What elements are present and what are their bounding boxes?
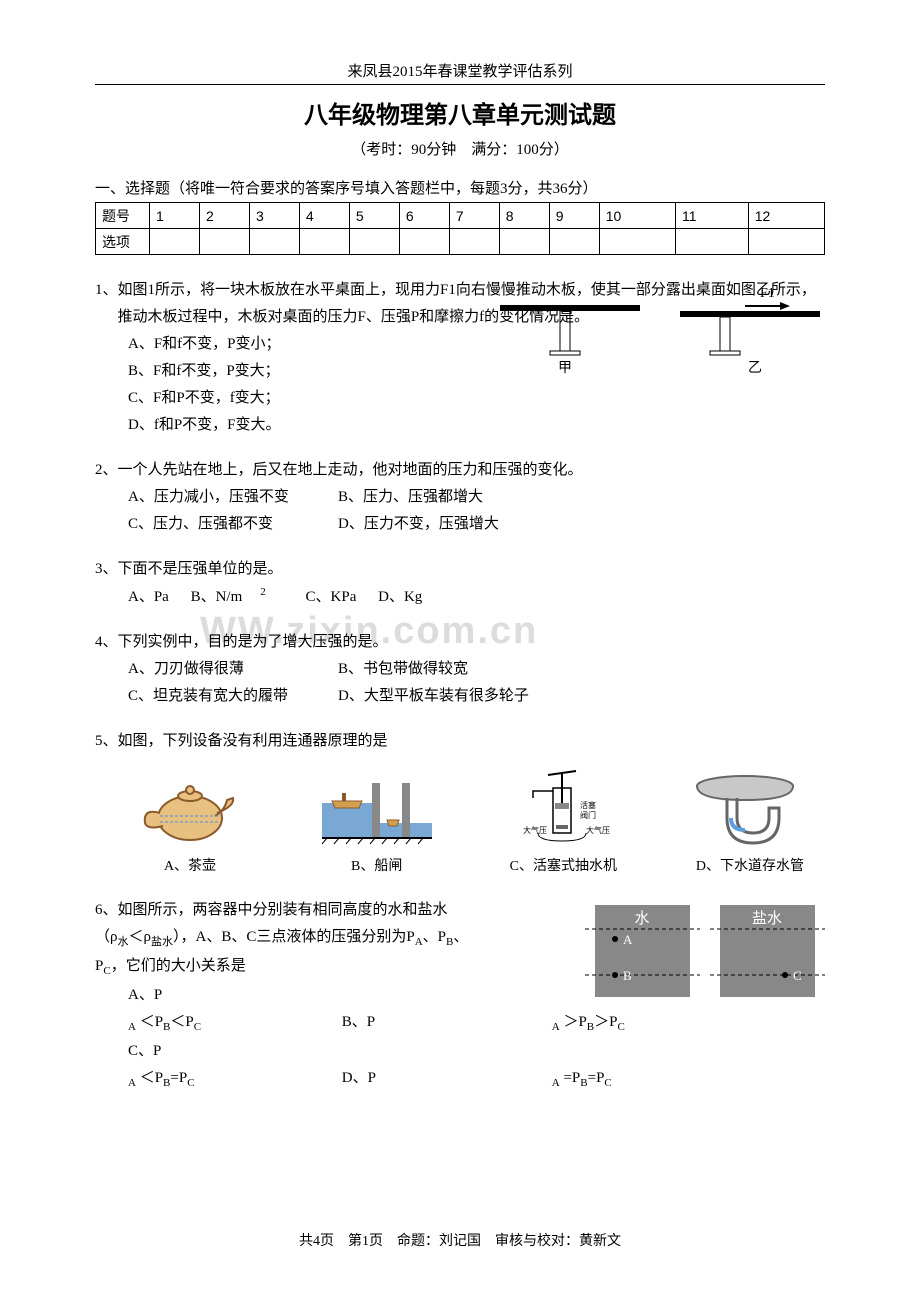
th-cell: 8 [499,203,549,229]
td-cell [748,229,824,255]
q5-label-d: D、下水道存水管 [675,854,825,879]
svg-text:B: B [623,968,632,983]
q5-figures: A、茶壶 [115,763,825,879]
th-cell: 5 [349,203,399,229]
q3-opt-c: C、KPa [306,584,357,611]
td-cell [499,229,549,255]
header-rule [95,84,825,85]
q3-opt-a: A、Pa [128,584,169,611]
q1-opt-d: D、f和P不变，F变大。 [128,412,825,439]
td-cell [549,229,599,255]
q3-opt-d: D、Kg [378,584,422,611]
td-cell [299,229,349,255]
q3-options: A、Pa B、N/m2 C、KPa D、Kg [128,583,825,611]
fig-label-jia: 甲 [558,361,572,376]
svg-text:C: C [793,968,802,983]
q2-opt-d: D、压力不变，压强增大 [338,516,499,532]
fig6-water: 水 [634,910,649,927]
fig6-salt: 盐水 [752,910,782,927]
question-4: 4、下列实例中，目的是为了增大压强的是。 A、刀刃做得很薄B、书包带做得较宽 C… [95,629,825,710]
q4-opt-b: B、书包带做得较宽 [338,661,468,677]
header-text: 来凤县2015年春课堂教学评估系列 [95,60,825,84]
th-cell: 3 [249,203,299,229]
svg-text:A: A [623,932,633,947]
question-1: 1、如图1所示，将一块木板放在水平桌面上，现用力F1向右慢慢推动木板，使其一部分… [95,277,825,439]
fig-label-yi: 乙 [748,360,762,376]
th-cell: 10 [599,203,675,229]
th-cell: 2 [199,203,249,229]
question-5: 5、如图，下列设备没有利用连通器原理的是 A、茶壶 [95,728,825,879]
q3-opt-b: B、N/m2 [191,583,284,611]
svg-text:阀门: 阀门 [580,810,596,820]
q4-opt-d: D、大型平板车装有很多轮子 [338,688,529,704]
q6-opt-c: C、PA ＜PB=PC [128,1038,338,1094]
q4-options: A、刀刃做得很薄B、书包带做得较宽 C、坦克装有宽大的履带D、大型平板车装有很多… [128,656,825,710]
q2-opt-a: A、压力减小，压强不变 [128,484,338,511]
td-cell [449,229,499,255]
th-cell: 6 [399,203,449,229]
th-cell: 7 [449,203,499,229]
q2-opt-c: C、压力、压强都不变 [128,511,338,538]
teapot-icon [135,768,245,848]
page-title: 八年级物理第八章单元测试题 [95,95,825,130]
page-footer: 共4页 第1页 命题：刘记国 审核与校对：黄新文 [0,1230,920,1250]
question-3: 3、下面不是压强单位的是。 A、Pa B、N/m2 C、KPa D、Kg [95,556,825,611]
svg-text:大气压: 大气压 [523,825,547,835]
td-cell [399,229,449,255]
q5-text: 5、如图，下列设备没有利用连通器原理的是 [118,728,826,755]
th-cell: 11 [675,203,748,229]
q1-opt-c: C、F和P不变，f变大； [128,385,825,412]
piston-pump-icon: 活塞 阀门 大气压 大气压 [508,763,618,848]
q2-options: A、压力减小，压强不变B、压力、压强都增大 C、压力、压强都不变D、压力不变，压… [128,484,825,538]
drain-trap-icon [685,768,815,848]
q5-label-b: B、船闸 [302,854,452,879]
table-row-answer: 选项 [96,229,825,255]
th-cell: 4 [299,203,349,229]
q5-label-c: C、活塞式抽水机 [488,854,638,879]
q5-fig-a: A、茶壶 [115,768,265,879]
td-cell [199,229,249,255]
q6-opt-b: B、PA ＞PB＞PC [342,1014,625,1030]
td-cell [349,229,399,255]
q6-figure: 水 盐水 A B C [585,897,825,1017]
table-row-header: 题号 1 2 3 4 5 6 7 8 9 10 11 12 [96,203,825,229]
q5-fig-d: D、下水道存水管 [675,768,825,879]
th-cell: 9 [549,203,599,229]
q4-opt-a: A、刀刃做得很薄 [128,656,338,683]
page-subtitle: （考时：90分钟 满分：100分） [95,138,825,159]
th-cell: 1 [150,203,200,229]
td-cell [599,229,675,255]
ship-lock-icon [317,768,437,848]
q2-opt-b: B、压力、压强都增大 [338,489,483,505]
q6-opt-a: A、PA ＜PB＜PC [128,982,338,1038]
question-6: 6、如图所示，两容器中分别装有相同高度的水和盐水 （ρ水＜ρ盐水），A、B、C三… [95,897,825,1093]
q1-figure: 甲 F1 乙 [495,287,825,377]
answer-table: 题号 1 2 3 4 5 6 7 8 9 10 11 12 选项 [95,202,825,255]
q3-text: 3、下面不是压强单位的是。 [118,556,826,583]
tr-label: 选项 [96,229,150,255]
q4-opt-c: C、坦克装有宽大的履带 [128,683,338,710]
q4-text: 4、下列实例中，目的是为了增大压强的是。 [118,629,826,656]
svg-text:活塞: 活塞 [580,800,596,810]
section1-heading: 一、选择题（将唯一符合要求的答案序号填入答题栏中，每题3分，共36分） [95,177,825,198]
q5-label-a: A、茶壶 [115,854,265,879]
q5-fig-b: B、船闸 [302,768,452,879]
q2-text: 2、一个人先站在地上，后又在地上走动，他对地面的压力和压强的变化。 [118,457,826,484]
q6-opt-d: D、PA =PB=PC [342,1070,612,1086]
td-cell [249,229,299,255]
page-content: 来凤县2015年春课堂教学评估系列 八年级物理第八章单元测试题 （考时：90分钟… [95,60,825,1093]
question-2: 2、一个人先站在地上，后又在地上走动，他对地面的压力和压强的变化。 A、压力减小… [95,457,825,538]
th-cell: 12 [748,203,824,229]
svg-text:大气压: 大气压 [586,825,610,835]
td-cell [150,229,200,255]
th-label: 题号 [96,203,150,229]
fig-label-f1: F1 [760,287,775,301]
q5-fig-c: 活塞 阀门 大气压 大气压 C、活塞式抽水机 [488,763,638,879]
td-cell [675,229,748,255]
